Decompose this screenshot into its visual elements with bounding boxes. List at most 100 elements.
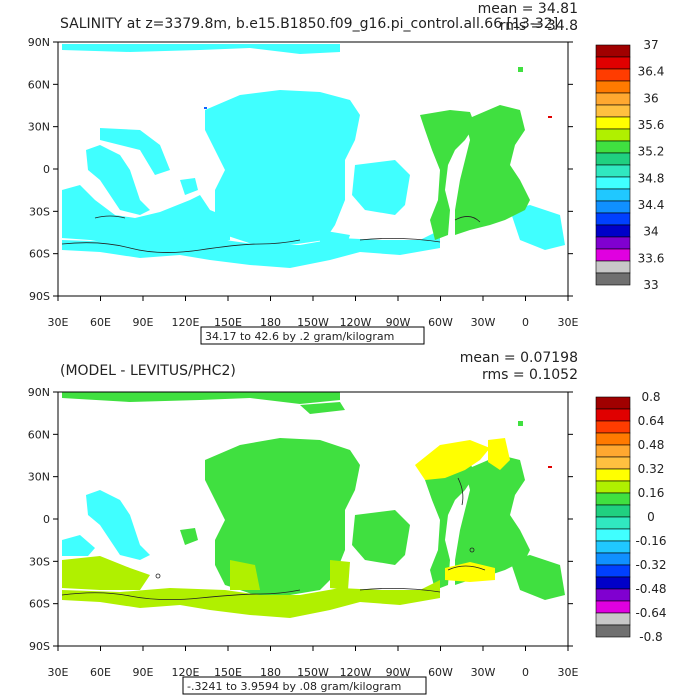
colorbar-swatch [595,444,631,458]
mean-value: mean = 34.81 [478,1,578,17]
ocean-field [62,392,565,600]
indian-field [62,490,150,560]
lat-tick-label: 30S [29,555,50,568]
lon-axis: 30E 60E 90E 120E 150E 180 150W 120W 90W 60W 30W 0 30… [48,296,579,329]
colorbar-label: 0.8 [641,390,660,404]
lat-tick-label: 30S [29,205,50,218]
lon-tick-label: 120W [340,666,372,679]
colorbar-swatch [595,224,631,238]
arctic-anomaly [415,438,510,582]
colorbar-swatch [595,188,631,202]
colorbar-swatch [595,56,631,70]
lon-tick-label: 60W [428,666,453,679]
colorbar-swatch [595,576,631,590]
southern-field [62,556,440,618]
colorbar-label: 34.8 [638,171,665,185]
lat-tick-label: 90N [28,386,50,399]
lon-tick-label: 30E [558,666,579,679]
lon-tick-label: 30E [48,316,69,329]
colorbar-label: 0.64 [638,414,665,428]
colorbar-label: 33 [643,278,658,292]
panel-title: SALINITY at z=3379.8m, b.e15.B1850.f09_g… [60,16,558,32]
colorbar-swatch [595,420,631,434]
colorbar-swatch [595,504,631,518]
colorbar-swatch [595,516,631,530]
colorbar-swatch [595,552,631,566]
colorbar-label: 0.48 [638,438,665,452]
range-box [182,676,427,695]
lon-tick-label: 90E [133,316,154,329]
lat-tick-label: 0 [43,513,50,526]
colorbar-swatch [595,540,631,554]
colorbar-label: 0 [647,510,655,524]
colorbar-label: -0.64 [635,606,666,620]
lat-tick-label: 0 [43,163,50,176]
colorbar-label: -0.32 [635,558,666,572]
colorbar-swatch [595,588,631,602]
colorbar-swatch [595,480,631,494]
colorbar-label: 36.4 [638,65,665,79]
colorbar-swatch [595,212,631,226]
lat-tick-label: 60N [28,78,50,91]
colorbar-swatch [595,612,631,626]
colorbar-swatch [595,104,631,118]
lon-tick-label: 90W [386,666,411,679]
contours [61,215,481,253]
colorbar-label: 0.32 [638,462,665,476]
colorbar-label: -0.16 [635,534,666,548]
colorbar-swatch [595,248,631,262]
colorbar-swatch [595,68,631,82]
colorbar: 0.8 0.64 0.48 0.32 0.16 0 -0.16 -0.32 -0.48 -0.64… [595,390,667,644]
colorbar-label: 0.16 [638,486,665,500]
colorbar-swatch [595,432,631,446]
lon-tick-label: 120W [340,316,372,329]
lon-tick-label: 120E [172,316,200,329]
colorbar-swatch [595,272,631,286]
lon-tick-label: 150E [214,316,242,329]
range-label: 34.17 to 42.6 by .2 gram/kilogram [205,330,394,343]
colorbar-swatch [595,396,631,410]
lon-tick-label: 150E [214,666,242,679]
rms-value: rms = 34.8 [500,18,578,34]
colorbar-swatch [595,80,631,94]
lon-tick-label: 60W [428,316,453,329]
colorbar-swatch [595,128,631,142]
lat-axis: 90N 60N 30N 0 30S 60S 90S [28,36,573,303]
lon-axis: 30E 60E 90E 120E 150E 180 150W 120W 90W 60W 30W 0 30… [48,646,579,679]
colorbar-swatch [595,456,631,470]
lat-tick-label: 90N [28,36,50,49]
lon-tick-label: 180 [260,666,281,679]
colorbar-swatch [595,236,631,250]
lat-tick-label: 30N [28,471,50,484]
lat-axis: 90N 60N 30N 0 30S 60S 90S [28,386,573,653]
colorbar-swatch [595,492,631,506]
map-area [61,392,565,618]
lon-tick-label: 30W [471,316,496,329]
range-box [200,326,425,345]
lat-tick-label: 60S [29,248,50,261]
colorbar-label: 37 [643,38,658,52]
colorbar-swatch [595,528,631,542]
colorbar-swatch [595,176,631,190]
colorbar-label: 33.6 [638,251,665,265]
colorbar-swatch [595,408,631,422]
colorbar-swatch [595,92,631,106]
colorbar-swatch [595,600,631,614]
lon-tick-label: 120E [172,666,200,679]
colorbar-label: -0.8 [639,630,662,644]
colorbar-swatch [595,116,631,130]
colorbar-swatch [595,44,631,58]
lat-tick-label: 90S [29,640,50,653]
colorbar-swatch [595,152,631,166]
colorbar-swatch [595,564,631,578]
lat-tick-label: 60N [28,428,50,441]
lat-tick-label: 60S [29,598,50,611]
colorbar-label: 35.2 [638,145,665,159]
lon-tick-label: 150W [297,316,329,329]
lon-tick-label: 60E [90,316,111,329]
lon-tick-label: 30W [471,666,496,679]
mean-value: mean = 0.07198 [460,350,578,366]
colorbar-swatch [595,624,631,638]
lat-tick-label: 30N [28,121,50,134]
